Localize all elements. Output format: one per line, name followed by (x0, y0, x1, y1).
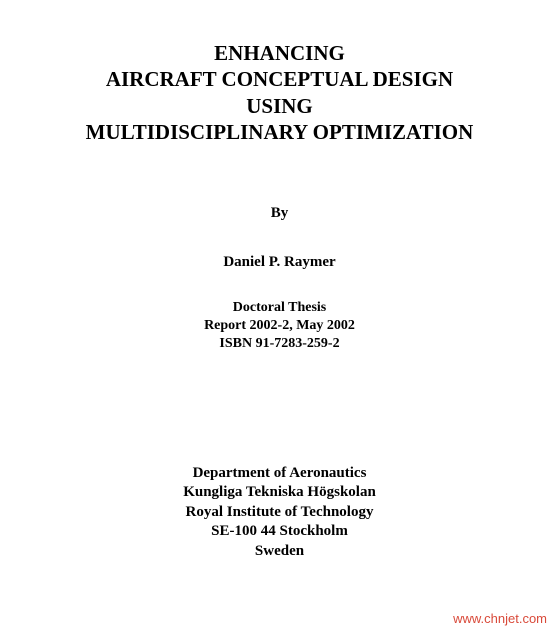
author-name: Daniel P. Raymer (30, 254, 529, 271)
title-line-3: USING (30, 93, 529, 119)
title-line-2: AIRCRAFT CONCEPTUAL DESIGN (30, 66, 529, 92)
department-block: Department of Aeronautics Kungliga Tekni… (30, 464, 529, 562)
thesis-type: Doctoral Thesis (30, 299, 529, 317)
address: SE-100 44 Stockholm (30, 522, 529, 542)
by-label: By (30, 205, 529, 222)
isbn: ISBN 91-7283-259-2 (30, 335, 529, 353)
thesis-info-block: Doctoral Thesis Report 2002-2, May 2002 … (30, 299, 529, 354)
institution-english: Royal Institute of Technology (30, 503, 529, 523)
watermark-url: www.chnjet.com (453, 611, 547, 626)
title-line-4: MULTIDISCIPLINARY OPTIMIZATION (30, 119, 529, 145)
title-block: ENHANCING AIRCRAFT CONCEPTUAL DESIGN USI… (30, 40, 529, 145)
country: Sweden (30, 542, 529, 562)
author-block: Daniel P. Raymer (30, 254, 529, 271)
by-block: By (30, 205, 529, 222)
institution-swedish: Kungliga Tekniska Högskolan (30, 483, 529, 503)
report-number: Report 2002-2, May 2002 (30, 317, 529, 335)
department-name: Department of Aeronautics (30, 464, 529, 484)
title-line-1: ENHANCING (30, 40, 529, 66)
